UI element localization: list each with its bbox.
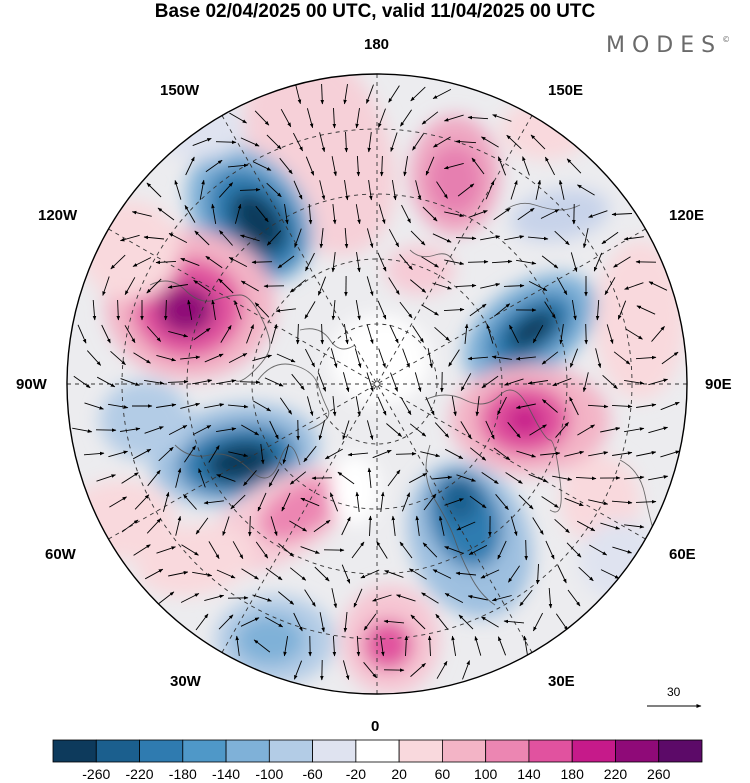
- label-120e: 120E: [669, 207, 705, 224]
- colorbar-tick-label: -220: [126, 766, 154, 782]
- label-150e: 150E: [548, 82, 584, 99]
- colorbar-swatch: [658, 739, 703, 763]
- map-boundary: [66, 73, 688, 695]
- colorbar-tick-label: 180: [561, 766, 585, 782]
- colorbar-swatch: [485, 739, 530, 763]
- colorbar-tick-label: -20: [346, 766, 366, 782]
- colorbar-swatch: [182, 739, 227, 763]
- colorbar-swatch: [615, 739, 660, 763]
- logo-copyright-mark: ©: [722, 35, 731, 44]
- colorbar-tick-label: 140: [517, 766, 541, 782]
- label-30e: 30E: [548, 673, 575, 690]
- colorbar-tick-label: -260: [82, 766, 110, 782]
- colorbar-tick-label: -140: [212, 766, 240, 782]
- colorbar-swatch: [571, 739, 616, 763]
- colorbar-swatch: [441, 739, 487, 763]
- label-150w: 150W: [160, 82, 200, 99]
- colorbar-tick-label: -180: [169, 766, 197, 782]
- label-60e: 60E: [669, 546, 696, 563]
- colorbar-swatch: [528, 739, 573, 763]
- colorbar-swatch: [139, 739, 184, 763]
- colorbar-swatch: [312, 739, 357, 763]
- colorbar-swatch: [355, 739, 400, 763]
- label-30w: 30W: [170, 673, 201, 690]
- colorbar-tick-label: 100: [474, 766, 498, 782]
- reference-vector-label: 30: [667, 685, 681, 699]
- label-180: 180: [364, 36, 390, 53]
- modes-logo: MODES©: [606, 33, 730, 58]
- label-120w: 120W: [38, 207, 78, 224]
- colorbar-tick-label: -60: [302, 766, 322, 782]
- colorbar-tick-label: 220: [604, 766, 628, 782]
- label-90e: 90E: [705, 376, 732, 393]
- colorbar-swatch: [225, 739, 270, 763]
- map-title: Base 02/04/2025 00 UTC, valid 11/04/2025…: [154, 1, 596, 22]
- logo-text: MODES: [606, 33, 723, 58]
- anomaly-field: [67, 74, 687, 694]
- colorbar-swatch: [52, 739, 97, 763]
- colorbar-swatch: [398, 739, 443, 763]
- colorbar-tick-label: 20: [391, 766, 407, 782]
- label-0: 0: [371, 718, 380, 735]
- colorbar-tick-label: -100: [255, 766, 283, 782]
- colorbar-swatch: [95, 739, 140, 763]
- colorbar-tick-label: 60: [435, 766, 451, 782]
- colorbar-swatch: [268, 739, 313, 763]
- label-90w: 90W: [16, 376, 47, 393]
- label-60w: 60W: [45, 546, 76, 563]
- colorbar-tick-label: 260: [647, 766, 671, 782]
